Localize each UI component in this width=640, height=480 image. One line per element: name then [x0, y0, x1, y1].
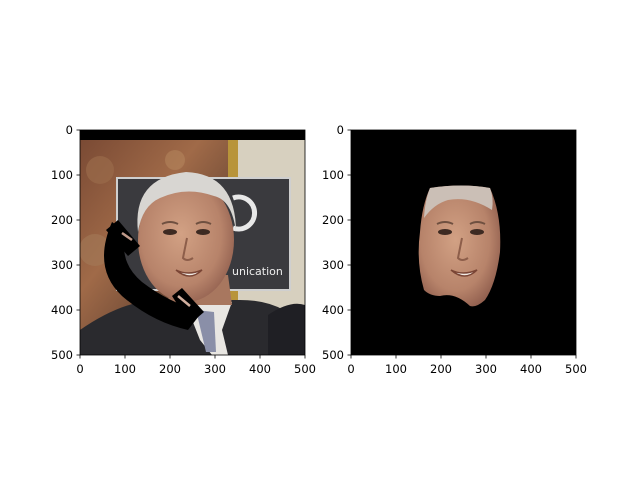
- x-tick-label: 300: [475, 362, 497, 376]
- y-tick-label: 200: [322, 213, 344, 227]
- suit: [80, 299, 305, 355]
- axes-frame: [79, 129, 306, 356]
- x-tick-label: 400: [520, 362, 542, 376]
- y-tick-label: 100: [322, 168, 344, 182]
- y-tick-label: 400: [322, 303, 344, 317]
- x-tick-label: 400: [249, 362, 271, 376]
- x-tick-label: 500: [294, 362, 316, 376]
- hair: [137, 172, 236, 232]
- y-tick-label: 500: [51, 348, 73, 362]
- x-tick-label: 200: [430, 362, 452, 376]
- y-tick-label: 300: [322, 258, 344, 272]
- x-tick-label: 200: [159, 362, 181, 376]
- x-tick-label: 500: [565, 362, 587, 376]
- y-tick-label: 500: [322, 348, 344, 362]
- x-tick-label: 0: [76, 362, 83, 376]
- left-image: unication: [80, 130, 305, 355]
- axes-frame: [350, 129, 577, 356]
- tie: [196, 310, 216, 352]
- y-tick-label: 300: [51, 258, 73, 272]
- y-tick-label: 100: [51, 168, 73, 182]
- x-tick-label: 100: [385, 362, 407, 376]
- top-mask-band: [80, 130, 305, 140]
- sign-text: unication: [232, 265, 283, 278]
- y-tick-label: 0: [337, 123, 344, 137]
- y-tick-label: 400: [51, 303, 73, 317]
- right-image: [351, 130, 576, 355]
- y-tick-label: 200: [51, 213, 73, 227]
- x-tick-label: 100: [114, 362, 136, 376]
- x-tick-label: 0: [347, 362, 354, 376]
- x-tick-label: 300: [204, 362, 226, 376]
- y-tick-label: 0: [66, 123, 73, 137]
